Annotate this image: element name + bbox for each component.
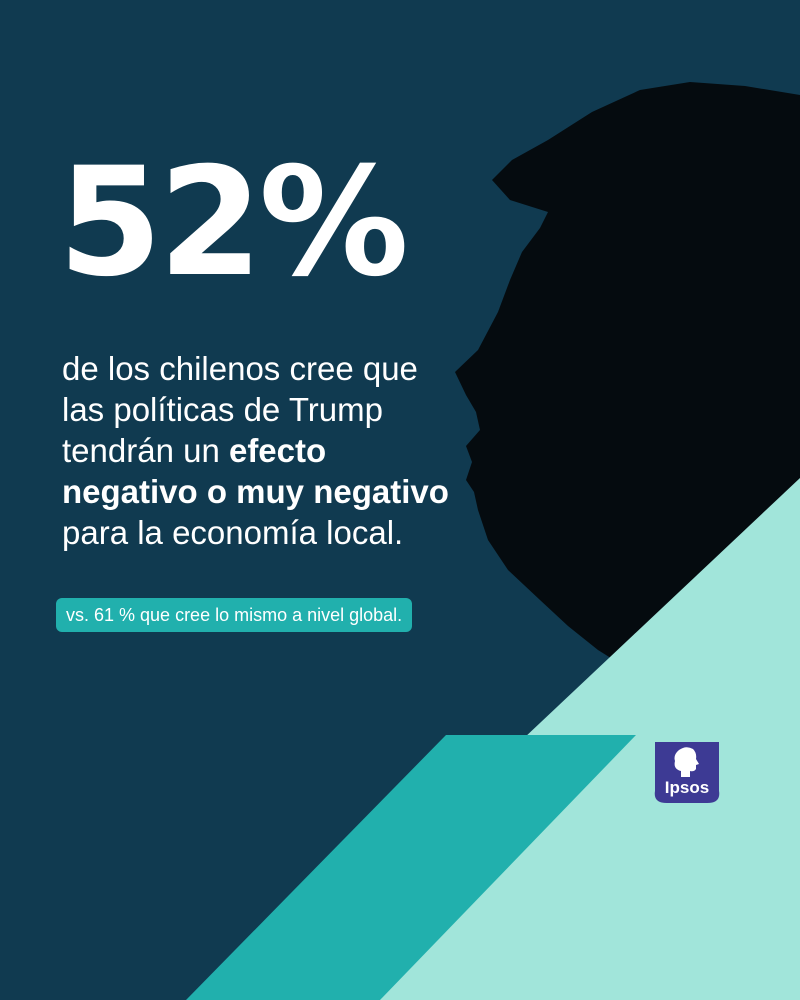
description-text: de los chilenos cree que las políticas d… [62,348,462,553]
description-line-4: negativo o muy negativo [62,471,462,512]
headline-percentage: 52% [58,136,409,310]
ipsos-logo: Ipsos [651,741,723,805]
logo-wordmark: Ipsos [664,778,710,797]
description-line-3: tendrán un efecto [62,430,462,471]
description-line-4-bold: negativo o muy negativo [62,473,449,510]
profile-silhouette [455,82,800,700]
description-line-3-bold: efecto [228,432,327,469]
description-line-5: para la economía local. [62,514,404,551]
ipsos-logo-icon [654,742,720,803]
teal-stripe [186,735,636,1000]
description-line-1: de los chilenos cree que [62,350,418,387]
description-line-3-regular: tendrán un [62,432,229,469]
comparison-badge: vs. 61 % que cree lo mismo a nivel globa… [56,598,413,632]
head-profile-icon [674,747,699,777]
description-line-2: las políticas de Trump [62,391,383,428]
